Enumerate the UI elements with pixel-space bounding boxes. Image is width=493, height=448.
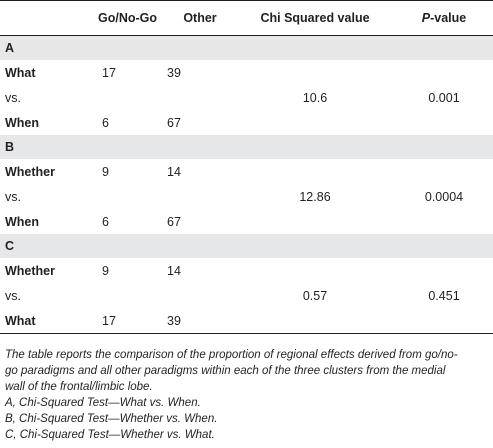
go-no-go-cell: 9 [102, 263, 109, 278]
row-label: What [5, 65, 36, 80]
section-header-a: A [0, 35, 493, 60]
chi-cell [235, 60, 395, 85]
go-no-go-cell: 6 [102, 115, 109, 130]
header-empty [0, 0, 90, 36]
section-header-b: B [0, 135, 493, 159]
table-row: What 17 39 [0, 60, 493, 85]
other-cell [165, 283, 235, 308]
header-p-value: P-value [395, 0, 493, 36]
table-row: vs. 12.86 0.0004 [0, 184, 493, 209]
other-cell [165, 85, 235, 110]
p-cell [395, 110, 493, 135]
footnote-line: go paradigms and all other paradigms wit… [5, 365, 446, 377]
p-cell [395, 209, 493, 234]
chi-cell: 10.6 [302, 90, 328, 105]
go-no-go-cell: 6 [102, 214, 109, 229]
chi-cell [235, 308, 395, 334]
other-cell: 39 [167, 65, 181, 80]
chi-cell [235, 209, 395, 234]
p-cell: 0.0004 [424, 189, 464, 204]
chi-cell [235, 110, 395, 135]
go-no-go-cell [90, 184, 165, 209]
header-chi-squared: Chi Squared value [235, 0, 395, 36]
section-label: A [0, 35, 493, 60]
other-cell: 67 [167, 115, 181, 130]
chi-cell [235, 159, 395, 184]
header-p-suffix: -value [430, 11, 467, 25]
section-header-c: C [0, 234, 493, 258]
p-cell [395, 308, 493, 334]
chi-cell [235, 258, 395, 283]
table-row: Whether 9 14 [0, 159, 493, 184]
header-p-letter: P [421, 11, 431, 25]
go-no-go-cell: 17 [90, 308, 165, 334]
chi-squared-table: Go/No-Go Other Chi Squared value P-value… [0, 0, 493, 334]
p-cell [395, 60, 493, 85]
chi-cell: 12.86 [299, 189, 331, 204]
table-header-row: Go/No-Go Other Chi Squared value P-value [0, 0, 493, 36]
row-label: vs. [5, 90, 21, 105]
footnote-line: A, Chi-Squared Test—What vs. When. [5, 397, 201, 409]
p-cell: 0.001 [428, 90, 460, 105]
p-cell: 0.451 [428, 288, 460, 303]
section-label: C [0, 234, 493, 258]
footnote-line: wall of the frontal/limbic lobe. [5, 381, 153, 393]
other-cell: 14 [167, 263, 181, 278]
table-row: Whether 9 14 [0, 258, 493, 283]
footnote-line: C, Chi-Squared Test—Whether vs. What. [5, 429, 215, 441]
table-row: When 6 67 [0, 110, 493, 135]
footnote-line: The table reports the comparison of the … [5, 349, 458, 361]
p-cell [395, 258, 493, 283]
row-label: Whether [5, 263, 55, 278]
table-row: vs. 0.57 0.451 [0, 283, 493, 308]
go-no-go-cell: 17 [102, 65, 116, 80]
row-label: When [5, 214, 40, 229]
row-label: When [5, 115, 40, 130]
table-row: What 17 39 [0, 308, 493, 334]
p-cell [395, 159, 493, 184]
other-cell: 14 [167, 164, 181, 179]
row-label: vs. [5, 288, 21, 303]
go-no-go-cell [90, 283, 165, 308]
footnote-line: B, Chi-Squared Test—Whether vs. When. [5, 413, 218, 425]
table-footnote: The table reports the comparison of the … [5, 347, 489, 443]
chi-cell: 0.57 [302, 288, 328, 303]
header-other: Other [165, 0, 235, 36]
row-label: vs. [5, 189, 21, 204]
table-row: When 6 67 [0, 209, 493, 234]
go-no-go-cell [90, 85, 165, 110]
row-label: Whether [5, 164, 55, 179]
table-row: vs. 10.6 0.001 [0, 85, 493, 110]
other-cell: 39 [165, 308, 235, 334]
other-cell: 67 [167, 214, 181, 229]
row-label: What [0, 308, 90, 334]
section-label: B [0, 135, 493, 159]
other-cell [165, 184, 235, 209]
header-go-no-go: Go/No-Go [90, 0, 165, 36]
go-no-go-cell: 9 [102, 164, 109, 179]
